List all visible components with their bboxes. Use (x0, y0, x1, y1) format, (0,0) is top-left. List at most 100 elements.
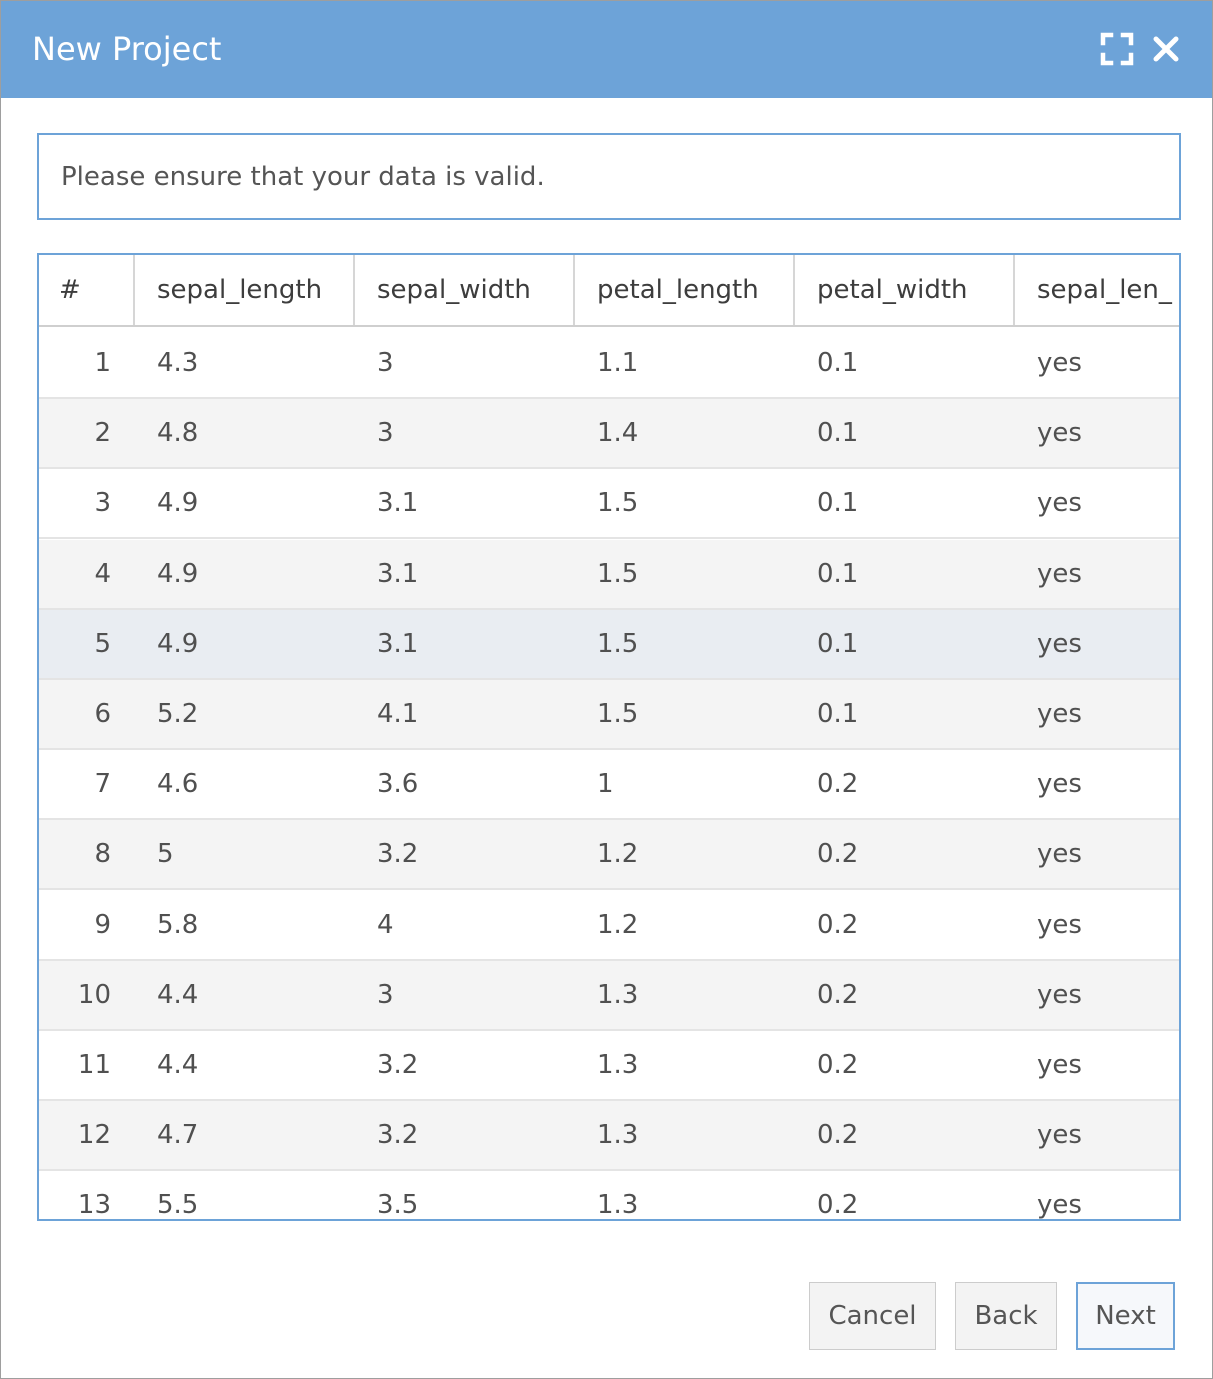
table-row[interactable]: 9 5.8 4 1.2 0.2 yes (39, 891, 1179, 961)
table-cell: 0.1 (817, 418, 859, 448)
dialog-titlebar[interactable]: New Project (1, 1, 1212, 98)
table-cell: yes (1037, 488, 1082, 518)
table-cell: 3.1 (377, 629, 419, 659)
table-cell: 0.1 (817, 348, 859, 378)
row-index-cell: 10 (77, 980, 111, 1010)
table-cell: 4.6 (157, 769, 199, 799)
table-cell: 4.4 (157, 1050, 199, 1080)
column-header-index[interactable]: # (39, 255, 135, 325)
next-button[interactable]: Next (1076, 1282, 1175, 1350)
row-index-cell: 12 (77, 1120, 111, 1150)
row-index-cell: 11 (77, 1050, 111, 1080)
table-row[interactable]: 10 4.4 3 1.3 0.2 yes (39, 961, 1179, 1031)
table-cell: 3.2 (377, 839, 419, 869)
table-cell: yes (1037, 348, 1082, 378)
validation-message-box: Please ensure that your data is valid. (37, 133, 1181, 220)
table-cell: 1.3 (597, 1050, 639, 1080)
table-cell: 0.2 (817, 839, 859, 869)
grid-header: # sepal_length sepal_width petal_length … (39, 255, 1179, 327)
table-row[interactable]: 2 4.8 3 1.4 0.1 yes (39, 399, 1179, 469)
table-cell: 1.5 (597, 488, 639, 518)
table-cell: yes (1037, 839, 1082, 869)
table-cell: 4.1 (377, 699, 419, 729)
table-cell: 0.2 (817, 980, 859, 1010)
table-cell: 0.2 (817, 1190, 859, 1220)
table-cell: yes (1037, 1120, 1082, 1150)
table-cell: 4.9 (157, 488, 199, 518)
table-cell: 3 (377, 418, 394, 448)
table-cell: yes (1037, 629, 1082, 659)
row-index-cell: 1 (94, 348, 111, 378)
table-cell: 0.2 (817, 1050, 859, 1080)
table-cell: 4.9 (157, 559, 199, 589)
table-cell: 1.5 (597, 629, 639, 659)
row-index-cell: 6 (94, 699, 111, 729)
table-row[interactable]: 5 4.9 3.1 1.5 0.1 yes (39, 610, 1179, 680)
table-cell: yes (1037, 699, 1082, 729)
column-header-sepal-width[interactable]: sepal_width (355, 255, 575, 325)
row-index-cell: 2 (94, 418, 111, 448)
table-cell: 0.1 (817, 559, 859, 589)
back-button[interactable]: Back (955, 1282, 1057, 1350)
cancel-button[interactable]: Cancel (809, 1282, 936, 1350)
table-row[interactable]: 1 4.3 3 1.1 0.1 yes (39, 329, 1179, 399)
table-cell: 1 (597, 769, 614, 799)
table-cell: yes (1037, 559, 1082, 589)
table-row[interactable]: 4 4.9 3.1 1.5 0.1 yes (39, 540, 1179, 610)
dialog-title: New Project (32, 30, 222, 68)
column-header-sepal-length[interactable]: sepal_length (135, 255, 355, 325)
table-cell: 4.4 (157, 980, 199, 1010)
maximize-icon (1100, 32, 1134, 66)
table-cell: 3.6 (377, 769, 419, 799)
table-cell: 3 (377, 980, 394, 1010)
table-row[interactable]: 6 5.2 4.1 1.5 0.1 yes (39, 680, 1179, 750)
table-cell: yes (1037, 418, 1082, 448)
close-button[interactable] (1148, 31, 1184, 67)
table-cell: yes (1037, 1050, 1082, 1080)
row-index-cell: 3 (94, 488, 111, 518)
table-cell: 1.3 (597, 1120, 639, 1150)
table-row[interactable]: 11 4.4 3.2 1.3 0.2 yes (39, 1031, 1179, 1101)
table-cell: 0.2 (817, 910, 859, 940)
table-cell: 5.5 (157, 1190, 199, 1220)
data-grid[interactable]: # sepal_length sepal_width petal_length … (37, 253, 1181, 1221)
table-cell: 0.1 (817, 629, 859, 659)
row-index-cell: 8 (94, 839, 111, 869)
table-cell: 4.3 (157, 348, 199, 378)
table-row[interactable]: 12 4.7 3.2 1.3 0.2 yes (39, 1101, 1179, 1171)
table-cell: yes (1037, 1190, 1082, 1220)
maximize-button[interactable] (1099, 31, 1135, 67)
column-header-petal-length[interactable]: petal_length (575, 255, 795, 325)
table-cell: 5.8 (157, 910, 199, 940)
column-header-petal-width[interactable]: petal_width (795, 255, 1015, 325)
row-index-cell: 5 (94, 629, 111, 659)
table-cell: 1.5 (597, 699, 639, 729)
table-cell: 1.5 (597, 559, 639, 589)
table-cell: 3.2 (377, 1120, 419, 1150)
table-cell: 1.3 (597, 1190, 639, 1220)
table-row[interactable]: 7 4.6 3.6 1 0.2 yes (39, 750, 1179, 820)
row-index-cell: 9 (94, 910, 111, 940)
table-row[interactable]: 8 5 3.2 1.2 0.2 yes (39, 820, 1179, 890)
row-index-cell: 7 (94, 769, 111, 799)
table-cell: 1.1 (597, 348, 639, 378)
table-row[interactable]: 3 4.9 3.1 1.5 0.1 yes (39, 469, 1179, 539)
table-cell: 1.4 (597, 418, 639, 448)
column-header-sepal-len[interactable]: sepal_len_ (1037, 275, 1172, 305)
table-cell: yes (1037, 910, 1082, 940)
table-row[interactable]: 13 5.5 3.5 1.3 0.2 yes (39, 1171, 1179, 1220)
table-cell: 0.1 (817, 488, 859, 518)
row-index-cell: 4 (94, 559, 111, 589)
table-cell: yes (1037, 769, 1082, 799)
table-cell: 5.2 (157, 699, 199, 729)
table-cell: 4 (377, 910, 394, 940)
table-cell: 3.1 (377, 488, 419, 518)
close-icon (1153, 36, 1179, 62)
table-cell: 0.2 (817, 1120, 859, 1150)
table-cell: 3.1 (377, 559, 419, 589)
table-cell: 1.2 (597, 839, 639, 869)
table-cell: 0.1 (817, 699, 859, 729)
table-cell: 3.5 (377, 1190, 419, 1220)
table-cell: 3 (377, 348, 394, 378)
